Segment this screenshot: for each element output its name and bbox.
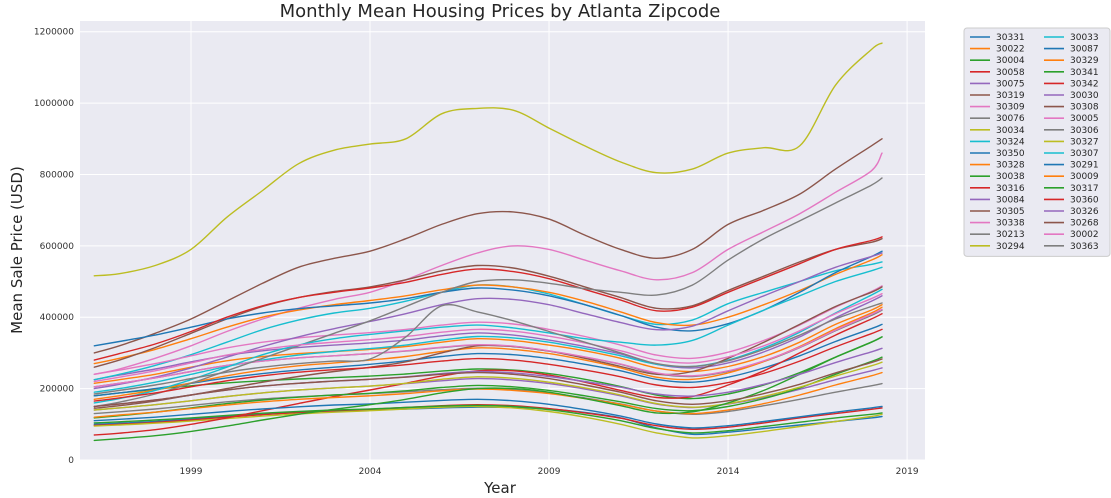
- legend-label: 30309: [996, 103, 1025, 113]
- series-line-30328: [93, 254, 883, 365]
- legend-label: 30294: [996, 242, 1025, 252]
- series-line-30307: [93, 266, 883, 404]
- legend-label: 30033: [1070, 33, 1099, 43]
- chart-title: Monthly Mean Housing Prices by Atlanta Z…: [280, 1, 721, 22]
- series-line-30294: [93, 42, 883, 277]
- legend-label: 30308: [1070, 103, 1099, 113]
- legend-label: 30360: [1070, 195, 1099, 205]
- y-tick-label: 0: [68, 456, 74, 466]
- series-line-30022: [93, 304, 883, 384]
- y-axis-title: Mean Sale Price (USD): [8, 166, 26, 334]
- series-line-30038: [93, 404, 883, 434]
- series-line-30350: [93, 323, 883, 397]
- series-line-30363: [93, 302, 883, 395]
- plot-area: [80, 21, 925, 460]
- legend-label: 30058: [996, 68, 1025, 78]
- x-tick-label: 2019: [896, 467, 919, 477]
- series-line-30341: [93, 356, 883, 419]
- legend-label: 30213: [996, 230, 1025, 240]
- legend-label: 30306: [1070, 126, 1099, 136]
- series-line-30033: [93, 288, 883, 393]
- series-line-30360: [93, 328, 883, 402]
- legend-label: 30305: [996, 207, 1025, 217]
- series-line-30309: [93, 152, 883, 375]
- series-line-30317: [93, 336, 883, 442]
- series-line-30009: [93, 371, 883, 418]
- series-line-30268: [93, 358, 883, 408]
- legend-label: 30319: [996, 91, 1025, 101]
- grid: [80, 21, 925, 461]
- x-tick-label: 2004: [359, 467, 382, 477]
- series-line-30005: [93, 308, 883, 388]
- series-lines: [93, 42, 883, 442]
- y-tick-label: 1200000: [34, 28, 74, 38]
- series-line-30327: [93, 361, 883, 411]
- legend-label: 30317: [1070, 184, 1099, 194]
- legend-label: 30084: [996, 195, 1025, 205]
- legend-label: 30038: [996, 172, 1025, 182]
- legend-label: 30363: [1070, 242, 1099, 252]
- legend-label: 30307: [1070, 149, 1099, 159]
- legend-label: 30328: [996, 161, 1025, 171]
- series-line-30030: [93, 252, 883, 390]
- legend-label: 30350: [996, 149, 1025, 159]
- ticks: 0 200000 400000 600000 800000 1000000 1200000 1…: [34, 28, 919, 477]
- x-tick-label: 2009: [538, 467, 561, 477]
- series-line-30002: [93, 293, 883, 383]
- legend-label: 30009: [1070, 172, 1099, 182]
- legend-label: 30316: [996, 184, 1025, 194]
- legend-label: 30324: [996, 137, 1025, 147]
- legend-label: 30329: [1070, 56, 1099, 66]
- legend-label: 30291: [1070, 161, 1099, 171]
- legend-label: 30268: [1070, 219, 1099, 229]
- x-axis-title: Year: [483, 479, 517, 497]
- legend-label: 30326: [1070, 207, 1099, 217]
- legend-label: 30341: [1070, 68, 1099, 78]
- series-line-30291: [93, 398, 883, 429]
- legend-label: 30034: [996, 126, 1025, 136]
- series-line-30316: [93, 313, 883, 436]
- series-line-30319: [93, 138, 883, 354]
- legend-label: 30327: [1070, 137, 1099, 147]
- x-tick-label: 1999: [180, 467, 203, 477]
- legend-label: 30002: [1070, 230, 1099, 240]
- legend-label: 30022: [996, 45, 1025, 55]
- y-tick-label: 800000: [40, 170, 75, 180]
- legend-label: 30005: [1070, 114, 1099, 124]
- x-tick-label: 2014: [717, 467, 740, 477]
- series-line-30338: [93, 285, 883, 375]
- legend-label: 30030: [1070, 91, 1099, 101]
- series-line-30058: [93, 404, 883, 431]
- y-tick-label: 1000000: [34, 99, 74, 109]
- legend-label: 30338: [996, 219, 1025, 229]
- legend-label: 30004: [996, 56, 1025, 66]
- legend-label: 30076: [996, 114, 1025, 124]
- legend-label: 30075: [996, 79, 1025, 89]
- legend-label: 30087: [1070, 45, 1099, 55]
- legend-box: [963, 27, 1111, 257]
- y-tick-label: 200000: [40, 385, 75, 395]
- legend-label: 30331: [996, 33, 1025, 43]
- y-tick-label: 400000: [40, 313, 75, 323]
- legend-label: 30342: [1070, 79, 1099, 89]
- series-line-30342: [93, 236, 883, 361]
- series-line-30306: [93, 177, 883, 408]
- y-tick-label: 600000: [40, 242, 75, 252]
